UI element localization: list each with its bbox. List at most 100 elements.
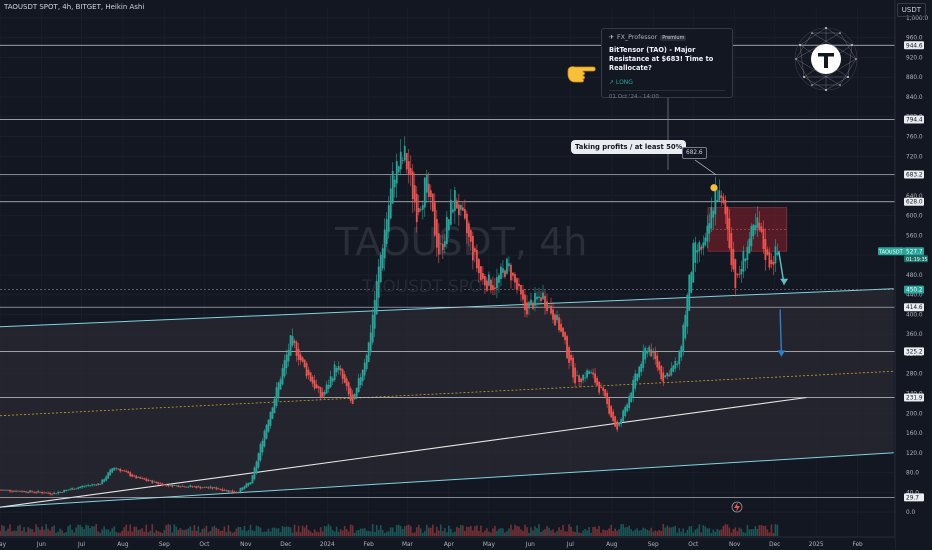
- channel-lower-line: [0, 452, 894, 508]
- volume-bar: [369, 531, 372, 536]
- volume-bar: [39, 529, 41, 536]
- volume-bar: [205, 525, 208, 536]
- idea-popup[interactable]: ✈ FX_Professor Premium BitTensor (TAO) -…: [601, 28, 733, 100]
- volume-bar: [714, 531, 717, 536]
- y-tick-label: 0.0: [906, 510, 916, 516]
- candle-body: [461, 207, 464, 211]
- volume-bar: [706, 528, 709, 536]
- candle-body: [690, 272, 693, 293]
- candle-body: [772, 261, 775, 265]
- candle-body: [744, 258, 747, 262]
- volume-bar: [616, 530, 618, 536]
- candle-body: [439, 243, 442, 245]
- volume-bar: [578, 532, 580, 536]
- candle-body: [137, 477, 140, 478]
- price-label-box: [904, 115, 924, 124]
- volume-bar: [456, 526, 458, 536]
- volume-bar: [253, 531, 256, 536]
- candle-body: [756, 217, 759, 228]
- volume-bar: [231, 532, 234, 536]
- volume-bar: [550, 530, 552, 536]
- candle-body: [638, 366, 641, 378]
- candle-body: [387, 205, 390, 232]
- candle-body: [618, 422, 621, 426]
- channel-fill: [0, 288, 894, 508]
- volume-bar: [436, 526, 438, 536]
- volume-bar: [730, 532, 733, 536]
- candle-body: [335, 367, 338, 373]
- currency-selector[interactable]: USDT: [896, 3, 926, 17]
- candle-body: [321, 392, 324, 398]
- candle-body: [199, 486, 202, 489]
- candle-body: [345, 378, 348, 387]
- x-tick-label: Apr: [444, 542, 455, 548]
- x-tick-label: Dec: [769, 542, 780, 548]
- candle-body: [554, 314, 556, 326]
- candle-body: [688, 274, 691, 311]
- candle-body: [652, 351, 655, 353]
- volume-bar: [61, 530, 63, 536]
- volume-bar: [47, 528, 49, 536]
- volume-bar: [764, 525, 767, 536]
- candle-body: [634, 373, 637, 389]
- volume-bar: [626, 526, 628, 536]
- volume-bar: [89, 528, 91, 536]
- volume-bar: [594, 526, 596, 536]
- symbol-header[interactable]: TAOUSDT SPOT, 4h, BITGET, Heikin Ashi: [4, 3, 145, 11]
- volume-bar: [371, 524, 374, 536]
- volume-bar: [486, 528, 488, 536]
- volume-bar: [79, 524, 81, 536]
- candle-body: [498, 275, 500, 283]
- volume-bar: [171, 532, 174, 536]
- candle-body: [762, 229, 765, 249]
- candle-body: [716, 200, 719, 202]
- volume-bar: [524, 524, 526, 536]
- candle-body: [297, 348, 300, 361]
- volume-bar: [658, 529, 661, 536]
- volume-bar: [7, 528, 9, 536]
- volume-bar: [233, 531, 236, 536]
- idea-title[interactable]: BitTensor (TAO) - Major Resistance at $6…: [609, 46, 714, 72]
- candle-body: [401, 160, 404, 161]
- volume-bar: [708, 528, 711, 536]
- volume-bar: [480, 525, 482, 536]
- candle-body: [265, 424, 268, 439]
- volume-bar: [183, 530, 186, 536]
- candle-body: [488, 274, 490, 286]
- author-name[interactable]: FX_Professor: [617, 34, 658, 41]
- volume-bar: [762, 525, 765, 536]
- volume-bar: [636, 528, 638, 536]
- volume-bar: [580, 532, 582, 536]
- candle-body: [349, 388, 352, 401]
- candle-body: [169, 484, 172, 486]
- volume-bar: [425, 524, 428, 536]
- candle-body: [447, 219, 450, 231]
- price-axis-bg: [895, 0, 932, 550]
- volume-bar: [478, 530, 480, 536]
- volume-bar: [351, 525, 354, 536]
- volume-bar: [642, 527, 644, 536]
- volume-bars: [0, 524, 779, 536]
- candle-body: [251, 475, 254, 484]
- volume-bar: [243, 526, 246, 536]
- candle-body: [209, 486, 212, 488]
- candle-body: [379, 254, 382, 283]
- candle-body: [277, 382, 280, 397]
- volume-bar: [548, 527, 550, 536]
- candle-body: [331, 378, 334, 382]
- volume-bar: [432, 524, 434, 536]
- volume-bar: [602, 529, 604, 536]
- candle-body: [125, 470, 128, 472]
- candle-body: [143, 478, 146, 480]
- volume-bar: [335, 526, 338, 536]
- candle-body: [582, 374, 584, 381]
- candle-body: [123, 470, 126, 472]
- volume-bar: [193, 525, 196, 536]
- volume-bar: [608, 528, 610, 536]
- candle-body: [191, 486, 194, 487]
- candle-body: [616, 421, 619, 430]
- candle-body: [443, 241, 446, 247]
- price-label: 450.2: [906, 288, 923, 294]
- candle-body: [61, 492, 64, 494]
